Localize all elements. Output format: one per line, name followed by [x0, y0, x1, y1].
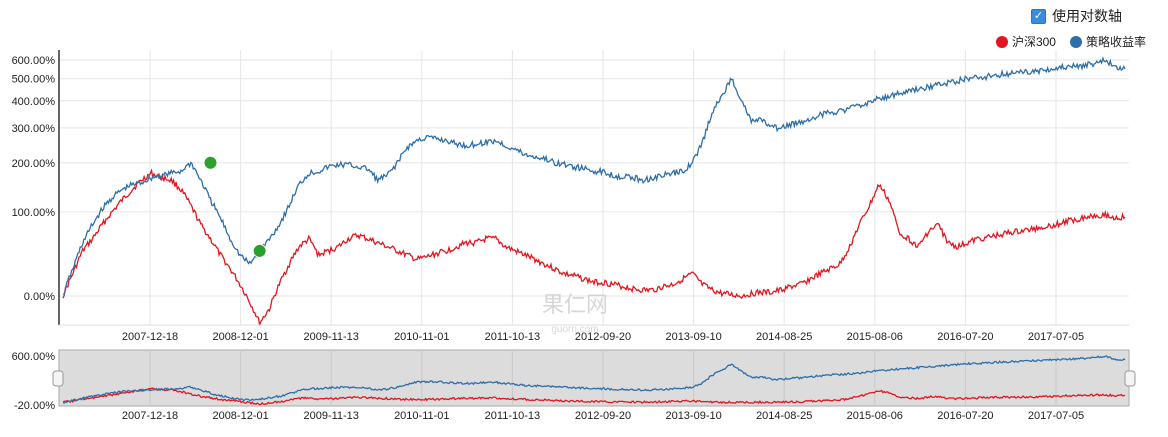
y-tick-label: 100.00% [12, 207, 56, 219]
x-tick-label: 2017-07-05 [1028, 331, 1084, 343]
series-layer [62, 56, 1126, 326]
x-tick-label: 2012-09-20 [575, 331, 631, 343]
x-tick-label: 2010-11-01 [394, 331, 449, 343]
navigator-background[interactable] [58, 349, 1130, 407]
navigator-y-tick-label: 600.00% [12, 351, 56, 363]
series-line-1[interactable] [62, 56, 1126, 296]
legend-dot-icon [1069, 35, 1082, 48]
navigator-x-tick-label: 2015-08-06 [847, 410, 903, 422]
y-tick-label: 600.00% [12, 55, 56, 67]
navigator-x-tick-label: 2012-09-20 [575, 410, 631, 422]
trade-marker[interactable] [203, 155, 218, 170]
navigator-x-tick-label: 2010-11-01 [394, 410, 449, 422]
y-axis-ticks: 600.00% 500.00% 400.00% 300.00% 200.00% 100.0… [12, 55, 56, 303]
x-tick-label: 2015-08-06 [847, 331, 903, 343]
x-tick-label: 2014-08-25 [756, 331, 812, 343]
log-axis-label: 使用对数轴 [1052, 8, 1122, 24]
trade-marker[interactable] [252, 243, 267, 258]
navigator-x-tick-label: 2013-09-10 [665, 410, 721, 422]
legend-item-strategy[interactable]: 策略收益率 [1069, 33, 1146, 50]
navigator-series [62, 355, 1126, 406]
y-tick-label: 500.00% [12, 74, 56, 86]
x-tick-label: 2009-11-13 [303, 331, 358, 343]
x-tick-label: 2008-12-01 [212, 331, 268, 343]
x-tick-label: 2016-07-20 [937, 331, 993, 343]
watermark-sub: guorn.com [551, 324, 598, 335]
navigator-x-tick-label: 2017-07-05 [1028, 410, 1084, 422]
navigator-y-tick-label: -20.00% [14, 400, 55, 412]
legend-label-strategy: 策略收益率 [1085, 35, 1146, 49]
checkbox-icon[interactable]: ✓ [1031, 8, 1046, 24]
series-line-0[interactable] [62, 168, 1126, 326]
navigator-grid [149, 350, 1057, 406]
watermark: 果仁网 [542, 292, 608, 317]
navigator-x-tick-label: 2016-07-20 [937, 410, 993, 422]
navigator-x-tick-label: 2014-08-25 [756, 410, 812, 422]
grid-lines [59, 50, 1129, 325]
y-tick-label: 0.00% [24, 291, 55, 303]
x-axis-ticks: 2007-12-18 2008-12-01 2009-11-13 2010-11-01… [122, 331, 1084, 343]
x-tick-label: 2011-10-13 [485, 331, 540, 343]
navigator-handle-left[interactable] [52, 370, 64, 387]
navigator-x-tick-label: 2011-10-13 [485, 410, 540, 422]
marker-layer [203, 155, 267, 258]
navigator-series-line-1 [62, 355, 1126, 404]
navigator-x-tick-label: 2007-12-18 [122, 410, 178, 422]
navigator-y-ticks: 600.00% -20.00% [12, 351, 56, 412]
chart-legend: 沪深300 策略收益率 [995, 33, 1146, 50]
legend-item-hs300[interactable]: 沪深300 [995, 33, 1056, 50]
x-tick-label: 2007-12-18 [122, 331, 178, 343]
navigator-x-tick-label: 2008-12-01 [212, 410, 268, 422]
log-axis-toggle[interactable]: ✓ 使用对数轴 [1031, 6, 1122, 26]
navigator-x-tick-label: 2009-11-13 [303, 410, 358, 422]
y-tick-label: 300.00% [12, 123, 56, 135]
navigator-series-line-0 [62, 387, 1126, 406]
y-tick-label: 200.00% [12, 158, 56, 170]
legend-label-hs300: 沪深300 [1011, 35, 1056, 49]
y-tick-label: 400.00% [12, 96, 56, 108]
legend-dot-icon [995, 35, 1008, 48]
x-tick-label: 2013-09-10 [665, 331, 721, 343]
navigator-handle-right[interactable] [1124, 370, 1136, 387]
navigator-x-ticks: 2007-12-18 2008-12-01 2009-11-13 2010-11-01… [122, 410, 1084, 422]
